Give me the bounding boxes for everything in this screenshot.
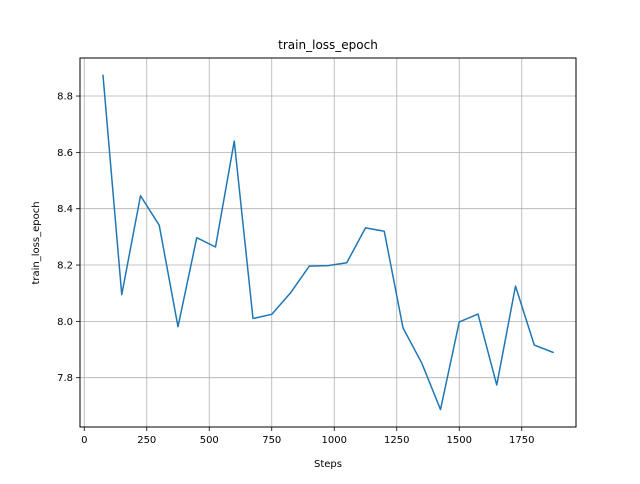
series-layer: [102, 74, 554, 411]
y-tick-label: 8.0: [57, 317, 73, 328]
y-axis-label: train_loss_epoch: [31, 201, 42, 284]
x-tick-label: 250: [137, 435, 156, 446]
x-tick-label: 1250: [384, 435, 409, 446]
y-axis-ticks: 7.8 8.0 8.2 8.4 8.6 8.8: [57, 92, 80, 384]
y-tick-label: 8.6: [57, 148, 73, 159]
x-axis-label: Steps: [314, 459, 342, 470]
grid: [80, 58, 576, 427]
x-tick-label: 1000: [322, 435, 347, 446]
x-tick-label: 1500: [447, 435, 472, 446]
y-tick-label: 8.4: [57, 204, 73, 215]
series-line: [102, 74, 554, 411]
plot-frame: [79, 57, 577, 428]
chart-title: train_loss_epoch: [278, 38, 378, 52]
x-tick-label: 750: [262, 435, 281, 446]
y-tick-label: 8.2: [57, 261, 73, 272]
x-tick-label: 500: [200, 435, 219, 446]
x-tick-label: 0: [81, 435, 87, 446]
x-axis-ticks: 0 250 500 750 1000 1250 1500 1750: [81, 427, 534, 446]
y-tick-label: 8.8: [57, 92, 73, 103]
x-tick-label: 1750: [509, 435, 534, 446]
y-tick-label: 7.8: [57, 373, 73, 384]
